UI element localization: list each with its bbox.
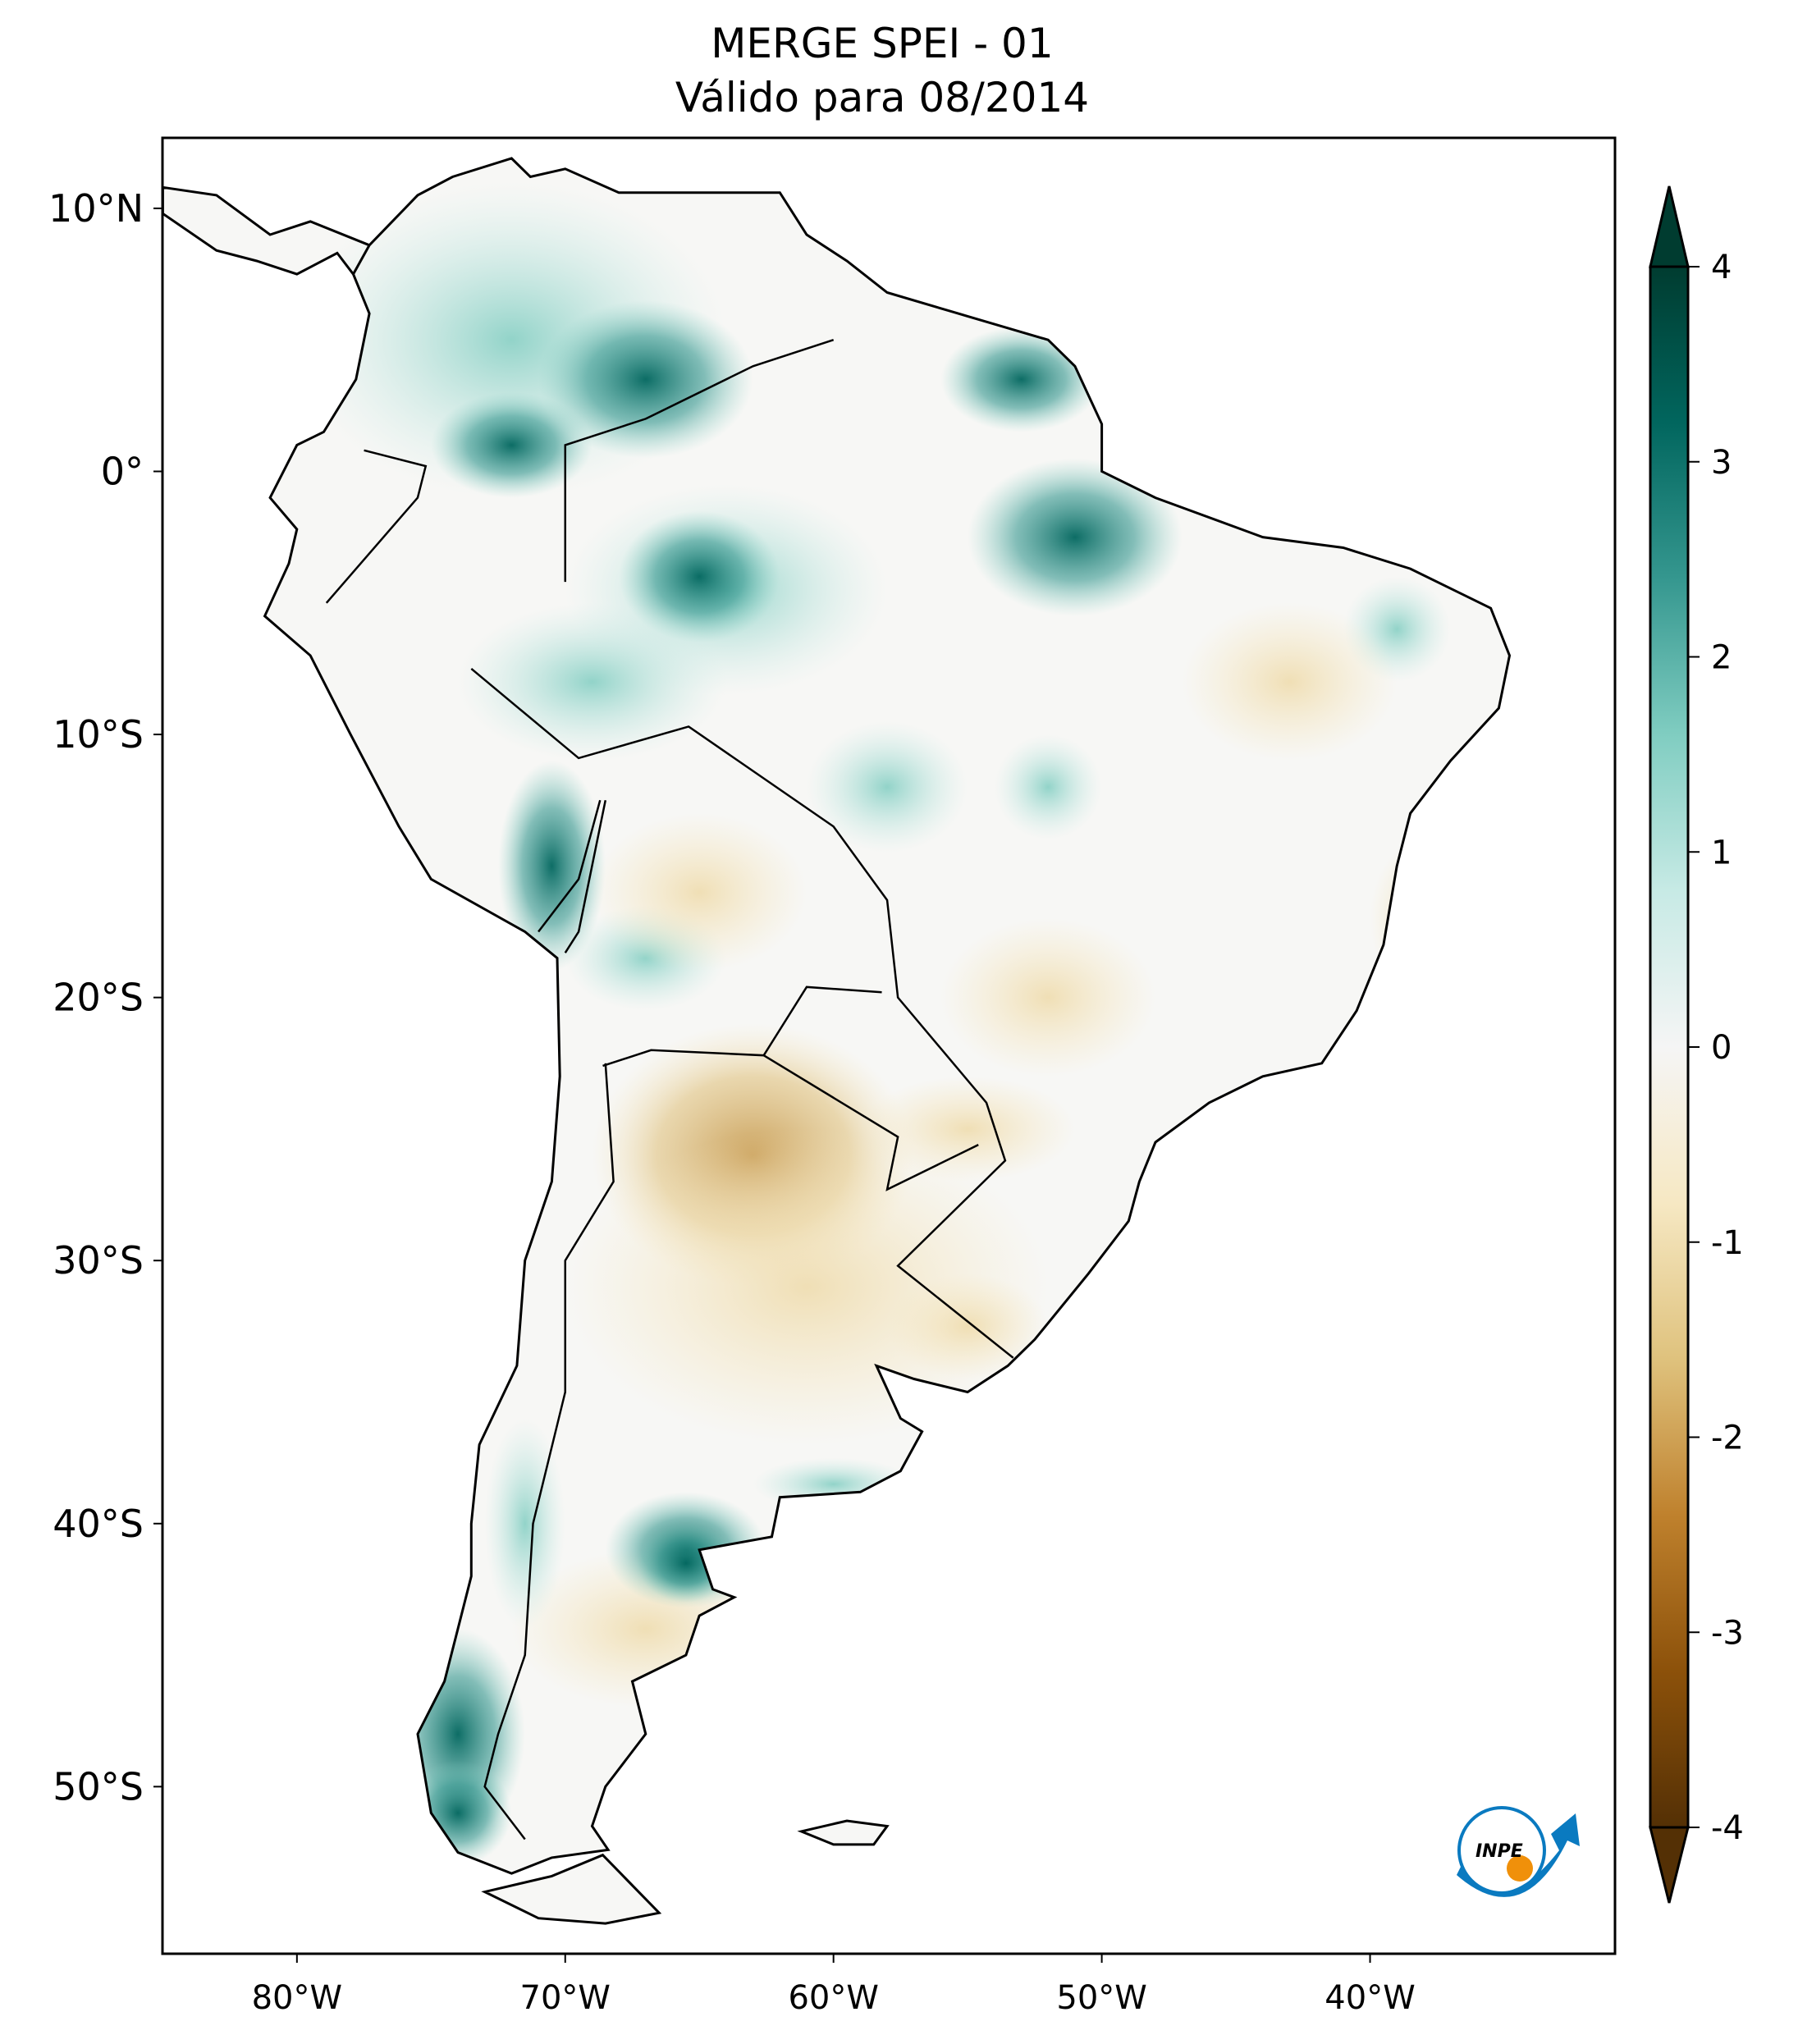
land-layer (161, 157, 1512, 1925)
dry-anomaly-region (940, 918, 1156, 1077)
y-tick-label: 10°S (53, 712, 144, 757)
x-axis: 80°W 70°W 60°W 50°W 40°W (252, 1954, 1416, 2017)
colorbar-tick-label: -1 (1711, 1224, 1744, 1262)
wet-anomaly-region (994, 734, 1102, 840)
colorbar: 4 3 2 1 0 -1 -2 -3 -4 (1649, 185, 1744, 1904)
colorbar-tick-label: 0 (1711, 1029, 1732, 1067)
colorbar-tick-label: -2 (1711, 1420, 1744, 1457)
wet-anomaly-region (968, 458, 1183, 616)
colorbar-tick-label: 2 (1711, 639, 1732, 677)
colorbar-tick-label: 4 (1711, 249, 1732, 286)
border-line (564, 799, 607, 953)
border-line (538, 799, 602, 933)
chart-subtitle: Válido para 08/2014 (675, 74, 1090, 121)
border-line (763, 1054, 979, 1191)
y-tick-label: 30°S (53, 1238, 144, 1283)
wet-anomaly-region (498, 760, 606, 972)
coastline (161, 157, 1512, 1925)
spei-field (296, 181, 1478, 1866)
colorbar-extend-max (1649, 185, 1690, 268)
y-axis: 10°N 0° 10°S 20°S 30°S 40°S 50°S (48, 186, 162, 1809)
x-tick-label: 50°W (1056, 1979, 1146, 2017)
dry-anomaly-region (592, 813, 807, 972)
y-tick-label: 20°S (53, 976, 144, 1020)
dry-anomaly-region (1370, 839, 1478, 998)
border-line (483, 1063, 615, 1841)
colorbar-tick-label: -3 (1711, 1614, 1744, 1652)
border-line (470, 667, 1014, 1359)
wet-anomaly-region (538, 300, 753, 459)
wet-anomaly-region (806, 720, 968, 853)
wet-anomaly-region (753, 1457, 914, 1511)
y-tick-label: 40°S (53, 1502, 144, 1546)
dry-anomaly-region (1182, 602, 1398, 761)
logo-arrow-icon (1457, 1813, 1580, 1897)
map-frame (161, 136, 1617, 1955)
wet-anomaly-region (431, 392, 592, 498)
colorbar-extend-min (1649, 1826, 1690, 1904)
x-tick-label: 70°W (520, 1979, 611, 2017)
dry-anomaly-region (860, 1076, 1075, 1182)
wet-anomaly-region (484, 1418, 565, 1630)
y-tick-label: 50°S (53, 1764, 144, 1809)
logo-text: INPE (1475, 1841, 1523, 1862)
y-tick-label: 10°N (48, 186, 144, 231)
colorbar-body (1649, 265, 1690, 1829)
y-tick-label: 0° (101, 449, 144, 493)
chart-title: MERGE SPEI - 01 (711, 20, 1054, 67)
wet-anomaly-region (619, 510, 780, 642)
wet-anomaly-region (940, 327, 1102, 432)
inpe-logo: INPE (1457, 1806, 1580, 1897)
x-tick-label: 40°W (1324, 1979, 1415, 2017)
x-tick-label: 60°W (788, 1979, 878, 2017)
wet-anomaly-region (404, 1760, 512, 1866)
dry-anomaly-region (887, 1273, 1049, 1379)
colorbar-tick-label: 1 (1711, 834, 1732, 871)
colorbar-tick-label: -4 (1711, 1809, 1744, 1847)
logo-sun-icon (1507, 1855, 1533, 1882)
colorbar-tick-label: 3 (1711, 444, 1732, 482)
border-line (325, 449, 428, 604)
border-line (564, 339, 835, 583)
wet-anomaly-region (457, 602, 726, 761)
x-tick-label: 80°W (252, 1979, 342, 2017)
